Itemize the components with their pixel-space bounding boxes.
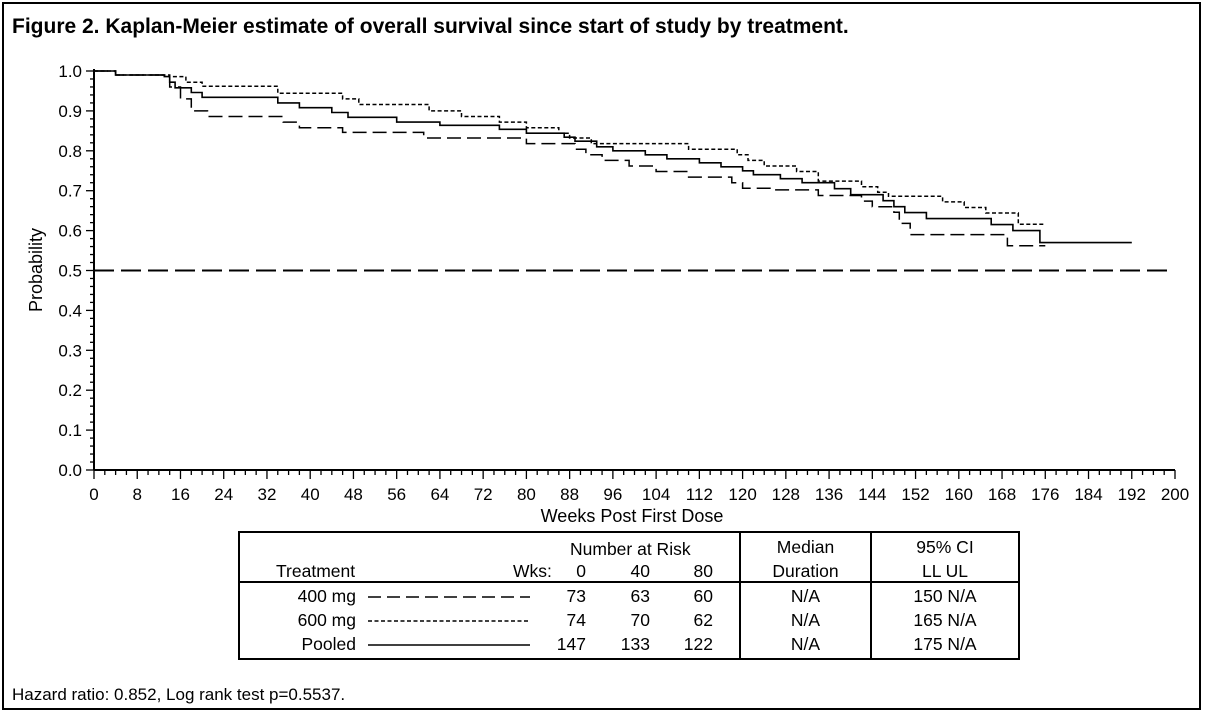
header-week-0: 0 — [576, 561, 586, 581]
row-median: N/A — [790, 586, 821, 606]
table-divider — [870, 533, 872, 658]
km-survival-chart: 0.0 0.1 0.2 0.3 0.4 0.5 0.6 0.7 0.8 0.9 1.0 0 8 16 24 3… — [26, 62, 1189, 526]
x-tick-label: 48 — [344, 485, 363, 504]
x-tick-label: 144 — [858, 485, 886, 504]
row-count: 70 — [630, 610, 650, 630]
x-tick-label: 32 — [257, 485, 276, 504]
row-count: 62 — [693, 610, 713, 630]
y-tick-label: 0.8 — [58, 142, 82, 161]
km-curve-400-mg — [94, 70, 1046, 247]
y-tick-label: 0.4 — [58, 301, 82, 320]
x-tick-label: 128 — [772, 485, 800, 504]
row-ci: 150 N/A — [913, 586, 977, 606]
row-treatment: 600 mg — [297, 610, 356, 630]
x-tick-label: 120 — [728, 485, 756, 504]
x-tick-label: 168 — [988, 485, 1016, 504]
x-tick-label: 96 — [603, 485, 622, 504]
x-tick-label: 24 — [214, 485, 233, 504]
row-count: 60 — [693, 586, 713, 606]
row-line-sample — [368, 644, 530, 646]
row-count: 133 — [620, 634, 650, 654]
chart-axes: 0.0 0.1 0.2 0.3 0.4 0.5 0.6 0.7 0.8 0.9 1.0 0 8 16 24 3… — [58, 62, 1189, 504]
row-median: N/A — [790, 610, 821, 630]
y-axis-label: Probability — [26, 228, 46, 312]
x-axis-label: Weeks Post First Dose — [541, 506, 724, 526]
y-tick-label: 0.3 — [58, 341, 82, 360]
figure-title: Figure 2. Kaplan-Meier estimate of overa… — [12, 15, 849, 38]
km-curve-600-mg — [94, 70, 1046, 225]
y-tick-label: 0.2 — [58, 381, 82, 400]
header-median-line2: Duration — [772, 561, 839, 581]
header-number-at-risk: Number at Risk — [570, 539, 691, 559]
row-count: 74 — [566, 610, 586, 630]
x-tick-label: 192 — [1118, 485, 1146, 504]
row-treatment: Pooled — [301, 634, 357, 654]
row-line-sample — [368, 620, 530, 622]
row-count: 122 — [683, 634, 713, 654]
x-tick-label: 152 — [901, 485, 929, 504]
x-tick-label: 0 — [89, 485, 98, 504]
y-tick-label: 0.1 — [58, 421, 82, 440]
x-tick-label: 88 — [560, 485, 579, 504]
header-median-line1: Median — [776, 537, 835, 557]
x-tick-label: 200 — [1161, 485, 1189, 504]
x-tick-label: 104 — [642, 485, 670, 504]
x-tick-label: 184 — [1074, 485, 1102, 504]
x-tick-label: 136 — [815, 485, 843, 504]
header-week-40: 40 — [630, 561, 650, 581]
y-tick-label: 0.0 — [58, 461, 82, 480]
header-ci-line1: 95% CI — [916, 537, 974, 557]
x-tick-label: 80 — [517, 485, 536, 504]
row-count: 147 — [556, 634, 586, 654]
x-tick-label: 176 — [1031, 485, 1059, 504]
table-divider — [739, 533, 741, 658]
chart-series — [94, 70, 1132, 247]
header-ci-line2: LL UL — [921, 561, 969, 581]
km-curve-pooled — [94, 70, 1132, 244]
y-tick-label: 0.9 — [58, 102, 82, 121]
y-tick-label: 1.0 — [58, 62, 82, 81]
header-treatment: Treatment — [276, 561, 356, 581]
x-tick-label: 72 — [474, 485, 493, 504]
row-count: 63 — [630, 586, 650, 606]
table-header-rule — [240, 581, 1018, 583]
x-tick-label: 40 — [301, 485, 320, 504]
row-treatment: 400 mg — [297, 586, 356, 606]
row-ci: 175 N/A — [913, 634, 977, 654]
footnote: Hazard ratio: 0.852, Log rank test p=0.5… — [12, 685, 346, 704]
x-tick-label: 56 — [387, 485, 406, 504]
risk-table: Treatment Number at Risk Wks: 0 40 80 Me… — [238, 531, 1020, 660]
row-line-sample — [368, 596, 530, 598]
y-tick-label: 0.7 — [58, 182, 82, 201]
row-median: N/A — [790, 634, 821, 654]
header-week-80: 80 — [693, 561, 713, 581]
header-wks: Wks: — [513, 561, 552, 581]
row-ci: 165 N/A — [913, 610, 977, 630]
x-tick-label: 160 — [945, 485, 973, 504]
x-tick-label: 112 — [686, 485, 713, 504]
row-count: 73 — [566, 586, 586, 606]
y-tick-label: 0.6 — [58, 222, 82, 241]
x-tick-label: 64 — [430, 485, 449, 504]
x-tick-label: 16 — [171, 485, 190, 504]
y-tick-label: 0.5 — [58, 262, 82, 281]
x-tick-label: 8 — [133, 485, 142, 504]
